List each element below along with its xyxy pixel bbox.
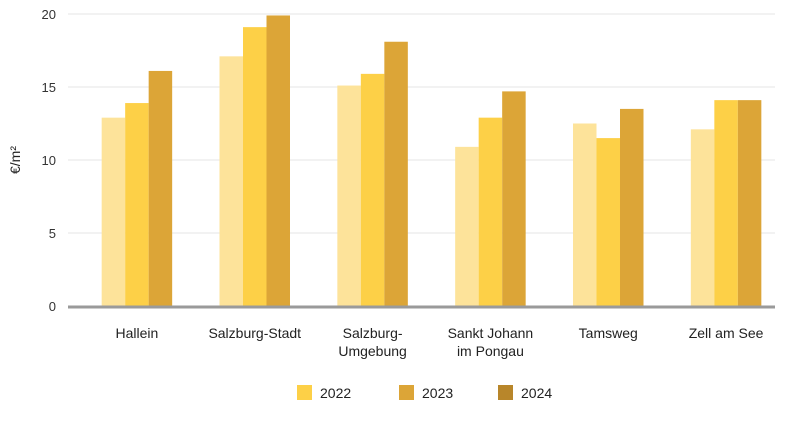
bar-2023-0 [125,103,149,306]
x-tick-label: Tamsweg [579,325,638,341]
bar-2023-2 [360,73,385,306]
x-tick-label: Umgebung [338,343,407,359]
bar-2022-3 [455,146,479,306]
legend-label: 2023 [422,385,453,401]
y-tick-label: 5 [49,226,56,241]
legend-swatch [297,385,312,400]
bar-2024-3 [502,91,526,306]
y-axis-label: €/m² [7,146,23,174]
y-tick-label: 0 [49,299,56,314]
legend-swatch [498,385,513,400]
x-tick-label: Hallein [116,325,159,341]
bar-2022-1 [219,56,243,307]
legend-swatch [399,385,414,400]
bar-2022-2 [337,85,361,306]
bar-2024-4 [620,108,644,307]
bar-2024-2 [384,41,408,307]
legend: 2022 2023 2024 [297,385,552,401]
gridlines [68,13,775,234]
y-tick-label: 20 [42,7,56,22]
bar-series [101,15,762,307]
bar-2023-4 [596,138,620,306]
bar-2024-5 [737,100,762,306]
x-tick-label: Sankt Johann [448,325,534,341]
x-axis-ticks: Hallein Salzburg-Stadt Salzburg- Umgebung Sa… [116,325,764,359]
bar-2022-4 [573,123,597,306]
x-tick-label: Salzburg- [343,325,403,341]
legend-label: 2022 [320,385,351,401]
bar-2022-5 [690,129,715,306]
x-tick-label: Salzburg-Stadt [208,325,301,341]
bar-2023-3 [478,117,503,306]
y-tick-label: 15 [42,80,56,95]
bar-2024-0 [148,70,173,306]
bar-2022-0 [101,117,126,306]
y-axis-ticks: 0 5 10 15 20 [42,7,56,314]
x-tick-label: Zell am See [689,325,764,341]
legend-label: 2024 [521,385,552,401]
y-tick-label: 10 [42,153,56,168]
x-tick-label: im Pongau [457,343,524,359]
bar-2023-1 [243,27,267,306]
bar-2023-5 [714,100,738,306]
bar-2024-1 [266,15,290,307]
